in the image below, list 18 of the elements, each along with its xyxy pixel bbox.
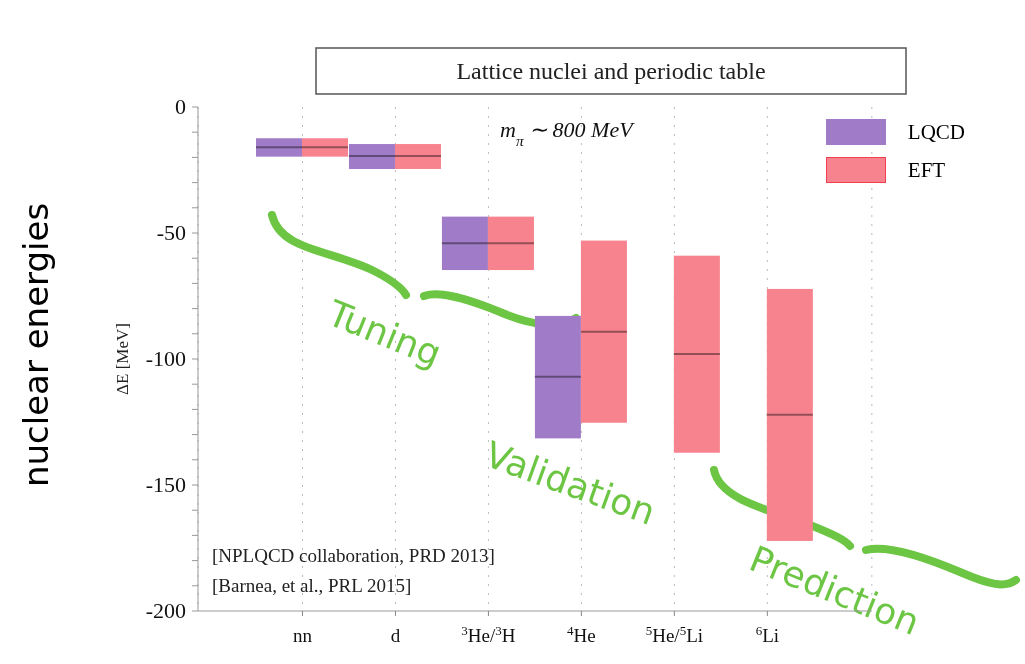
y-tick-label: -200 <box>145 598 186 623</box>
x-tick-label: $^{4}$He <box>567 622 596 646</box>
annotation: [NPLQCD collaboration, PRD 2013] <box>212 545 495 566</box>
x-tick-label: $^{3}$He/$^{3}$H <box>461 622 516 646</box>
annotation: [Barnea, et al., PRL 2015] <box>212 575 412 596</box>
legend-label: EFT <box>907 157 946 183</box>
legend-label: LQCD <box>907 119 965 145</box>
x-tick-label: nn <box>292 625 313 646</box>
x-tick-label: $^{5}$He/$^{5}$Li <box>645 622 704 646</box>
y-tick-label: -100 <box>145 346 186 371</box>
y-tick-label: 0 <box>175 94 186 119</box>
text: nuclear energies <box>16 202 56 488</box>
chart-title: Lattice nuclei and periodic table <box>456 58 766 84</box>
x-tick-label: d <box>390 625 401 646</box>
annotation: m$_{π}$ ∼ 800 MeV <box>500 117 636 149</box>
y-axis-title: ΔE [MeV] <box>113 323 132 395</box>
y-tick-label: -50 <box>156 220 186 245</box>
y-tick-label: -150 <box>145 472 186 497</box>
